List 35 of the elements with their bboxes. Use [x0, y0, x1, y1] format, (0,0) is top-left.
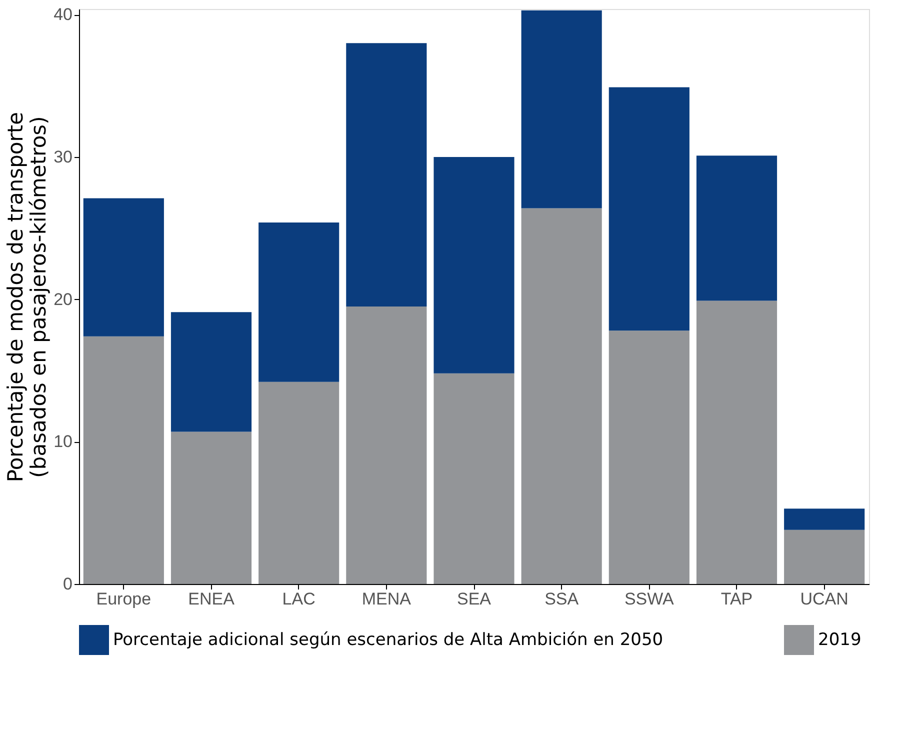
- x-tick-label: SEA: [456, 590, 492, 608]
- bar: [258, 382, 340, 584]
- legend-label: 2019: [818, 630, 862, 650]
- bar: [83, 336, 164, 584]
- bar: [434, 373, 514, 584]
- bar: [608, 87, 690, 331]
- x-tick-label: Europe: [96, 590, 152, 608]
- legend-label: Porcentaje adicional según escenarios de Alta Ambición en 2050: [113, 630, 664, 650]
- bar: [83, 198, 164, 336]
- bar: [521, 208, 602, 584]
- x-tick-label: SSWA: [624, 590, 675, 608]
- bar: [346, 306, 427, 584]
- bar: [696, 300, 778, 584]
- bar: [434, 157, 514, 374]
- y-axis-title: Porcentaje de modos de transporte (basados en pasajeros-kilómetros): [4, 112, 51, 482]
- y-tick-label: 10: [54, 432, 72, 452]
- y-tick-label: 0: [63, 574, 72, 594]
- bar: [608, 330, 690, 584]
- x-tick-label: ENEA: [188, 590, 236, 608]
- bar: [696, 156, 778, 301]
- bar: [258, 222, 340, 382]
- bar: [784, 508, 865, 530]
- bar: [784, 530, 865, 584]
- x-tick-label: TAP: [720, 590, 753, 608]
- bar: [521, 10, 602, 208]
- y-tick-label: 20: [54, 290, 72, 309]
- x-tick-label: UCAN: [800, 590, 848, 608]
- bar: [170, 312, 252, 432]
- x-tick-label: LAC: [282, 590, 316, 608]
- y-tick-label: 30: [54, 148, 72, 167]
- x-tick-label: SSA: [544, 590, 580, 608]
- y-tick-label: 40: [54, 5, 72, 24]
- bar: [170, 432, 252, 584]
- bar: [346, 43, 427, 306]
- x-tick-label: MENA: [362, 590, 412, 608]
